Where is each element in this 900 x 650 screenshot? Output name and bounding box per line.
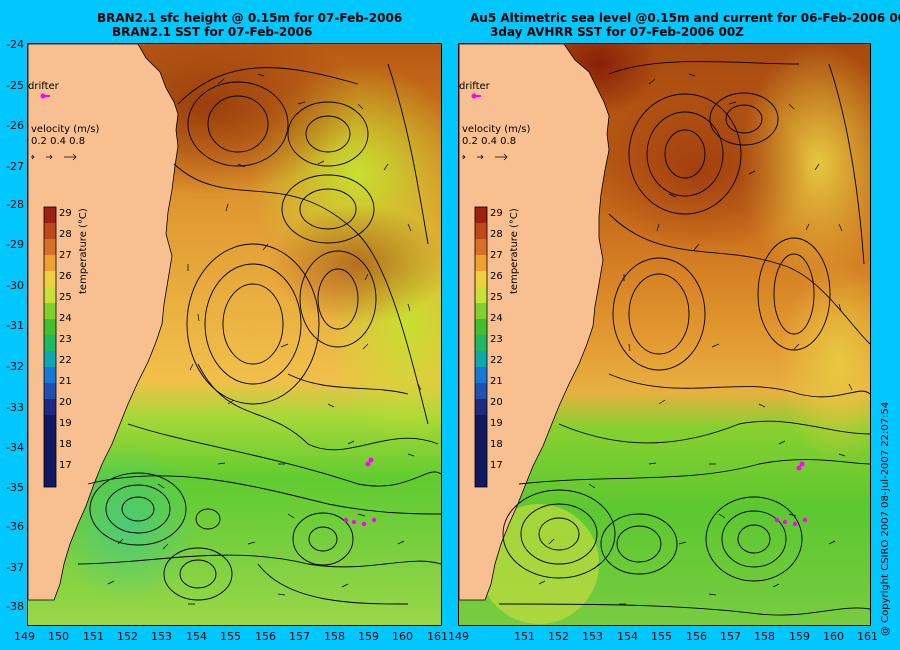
x-tick-label: 157 <box>720 630 741 643</box>
left-drifter-track <box>343 457 377 527</box>
y-tick-label: -36 <box>6 520 24 533</box>
x-tick-label: 153 <box>151 630 172 643</box>
y-tick-label: -31 <box>6 319 24 332</box>
y-tick-label: -34 <box>6 441 24 454</box>
y-tick-label: -37 <box>6 561 24 574</box>
y-tick-label: -26 <box>6 119 24 132</box>
right-velocity-title: velocity (m/s) <box>462 124 531 135</box>
left-title-line1: BRAN2.1 sfc height @ 0.15m for 07-Feb-20… <box>97 11 403 25</box>
right-ssh-contours <box>498 61 870 616</box>
y-tick-label: -33 <box>6 401 24 414</box>
y-tick-label: -27 <box>6 160 24 173</box>
colorbar-tick: 27 <box>59 250 72 261</box>
x-tick-label: 154 <box>617 630 638 643</box>
colorbar-tick: 17 <box>490 460 503 471</box>
left-map-panel: drifter velocity (m/s) 0.2 0.4 0.8 tempe… <box>27 43 442 626</box>
colorbar-tick: 24 <box>59 313 72 324</box>
colorbar-tick: 20 <box>490 397 503 408</box>
right-drifter-legend-marker <box>471 93 481 99</box>
colorbar-tick: 28 <box>490 229 503 240</box>
right-drifter-track <box>774 461 808 527</box>
x-tick-label: 160 <box>823 630 844 643</box>
colorbar-tick: 29 <box>59 208 72 219</box>
colorbar-tick: 28 <box>59 229 72 240</box>
colorbar-tick: 27 <box>490 250 503 261</box>
x-tick-label: 150 <box>48 630 69 643</box>
y-tick-label: -32 <box>6 360 24 373</box>
x-tick-shared-label: 161149 <box>427 630 469 643</box>
y-tick-label: -24 <box>6 38 24 51</box>
colorbar-tick: 21 <box>59 376 72 387</box>
colorbar-tick: 29 <box>490 208 503 219</box>
colorbar-tick: 26 <box>490 271 503 282</box>
right-map-panel: drifter velocity (m/s) 0.2 0.4 0.8 tempe… <box>458 43 871 626</box>
right-colorbar-title: temperature (°C) <box>509 208 520 294</box>
left-colorbar-title: temperature (°C) <box>78 208 89 294</box>
colorbar-tick: 23 <box>490 334 503 345</box>
colorbar-tick: 22 <box>59 355 72 366</box>
x-tick-label: 152 <box>548 630 569 643</box>
left-ssh-contours <box>77 63 441 605</box>
x-tick-label: 158 <box>324 630 345 643</box>
colorbar-tick: 25 <box>490 292 503 303</box>
left-drifter-legend-marker <box>40 93 50 99</box>
colorbar-tick: 19 <box>490 418 503 429</box>
right-title-line1: Au5 Altimetric sea level @0.15m and curr… <box>470 11 900 25</box>
y-tick-label: -38 <box>6 600 24 613</box>
colorbar-tick: 19 <box>59 418 72 429</box>
x-tick-label: 158 <box>754 630 775 643</box>
y-tick-label: -29 <box>6 238 24 251</box>
copyright-notice: @ Copyright CSIRO 2007 08-Jul-2007 22:07… <box>880 401 891 636</box>
colorbar-tick: 22 <box>490 355 503 366</box>
x-tick-label: 153 <box>582 630 603 643</box>
x-tick-label: 161 <box>857 630 878 643</box>
right-title-line2: 3day AVHRR SST for 07-Feb-2006 00Z <box>490 25 744 39</box>
right-current-vectors <box>538 73 853 605</box>
x-tick-label: 154 <box>186 630 207 643</box>
x-tick-label: 156 <box>255 630 276 643</box>
right-land <box>459 44 610 601</box>
x-tick-label: 159 <box>789 630 810 643</box>
x-tick-label: 155 <box>651 630 672 643</box>
colorbar-tick: 18 <box>59 439 72 450</box>
x-tick-label: 152 <box>117 630 138 643</box>
left-velocity-legend-arrows <box>31 153 77 161</box>
left-colorbar <box>43 206 57 488</box>
right-drifter-label: drifter <box>459 81 490 92</box>
y-tick-label: -35 <box>6 481 24 494</box>
left-title-line2: BRAN2.1 SST for 07-Feb-2006 <box>112 25 313 39</box>
x-tick-label: 151 <box>514 630 535 643</box>
right-velocity-legend-arrows <box>462 153 508 161</box>
colorbar-tick: 21 <box>490 376 503 387</box>
left-velocity-title: velocity (m/s) <box>31 124 100 135</box>
x-tick-label: 151 <box>83 630 104 643</box>
right-colorbar <box>474 206 488 488</box>
x-tick-label: 156 <box>686 630 707 643</box>
left-velocity-values: 0.2 0.4 0.8 <box>31 136 86 147</box>
left-current-vectors <box>107 73 422 605</box>
y-tick-label: -25 <box>6 79 24 92</box>
x-tick-label: 155 <box>220 630 241 643</box>
colorbar-tick: 26 <box>59 271 72 282</box>
colorbar-tick: 20 <box>59 397 72 408</box>
colorbar-tick: 25 <box>59 292 72 303</box>
colorbar-tick: 23 <box>59 334 72 345</box>
y-tick-label: -30 <box>6 279 24 292</box>
left-land <box>28 44 179 601</box>
x-tick-label: 160 <box>392 630 413 643</box>
right-velocity-values: 0.2 0.4 0.8 <box>462 136 517 147</box>
x-tick-label: 157 <box>289 630 310 643</box>
colorbar-tick: 17 <box>59 460 72 471</box>
colorbar-tick: 18 <box>490 439 503 450</box>
x-tick-label: 159 <box>358 630 379 643</box>
colorbar-tick: 24 <box>490 313 503 324</box>
left-drifter-label: drifter <box>28 81 59 92</box>
y-tick-label: -28 <box>6 198 24 211</box>
x-tick-label: 149 <box>14 630 35 643</box>
